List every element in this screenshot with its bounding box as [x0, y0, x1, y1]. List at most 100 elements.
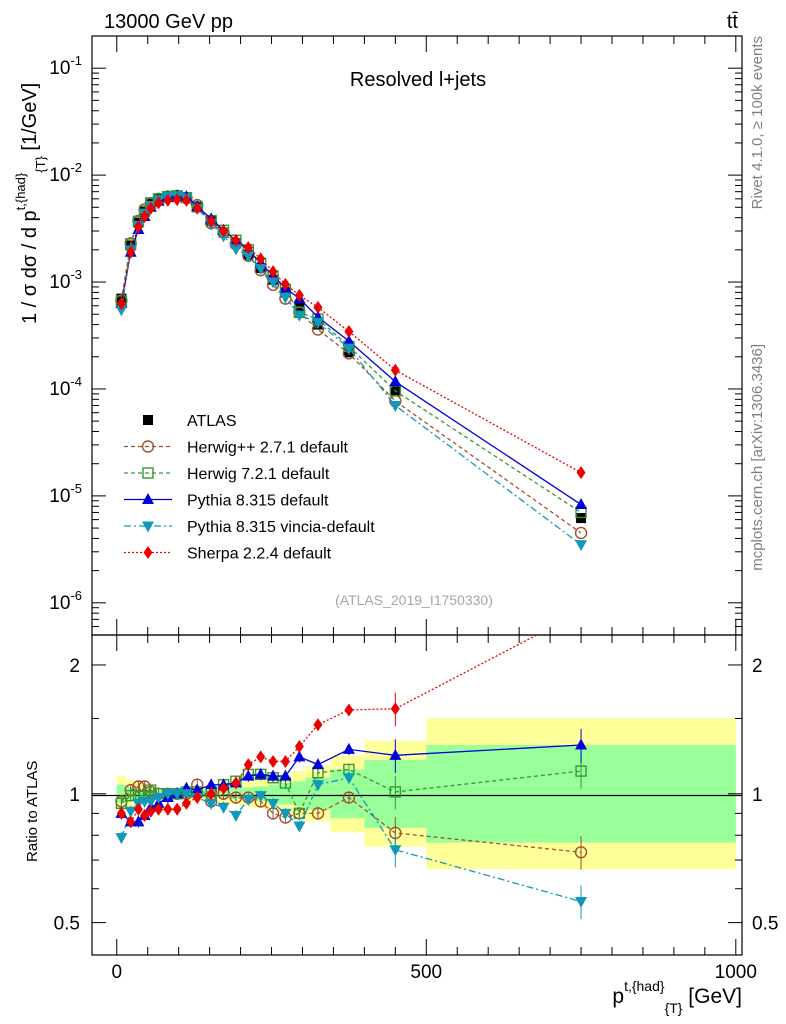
ratio-point-herwig-7-2-1-default	[124, 789, 137, 802]
header-right: tt̄	[727, 11, 739, 33]
ratio-point-sherpa-2-2-4-default	[133, 802, 143, 816]
legend-marker-atlas	[143, 415, 153, 425]
ratio-point-pythia-8-315-default	[575, 738, 588, 750]
ratio-point-herwig-7-2-1-default	[575, 765, 587, 777]
main-series	[115, 189, 588, 552]
ratio-point-pythia-8-315-vincia-default	[161, 789, 174, 801]
main-point-sherpa-2-2-4-default	[206, 214, 216, 228]
ratio-y-tick-label-right: 1	[752, 785, 763, 806]
legend-label-pythia-8-315-vincia-default: Pythia 8.315 vincia-default	[187, 519, 375, 536]
main-point-pythia-8-315-vincia-default	[342, 343, 355, 355]
ratio-point-pythia-8-315-vincia-default	[575, 897, 588, 909]
main-point-pythia-8-315-vincia-default	[115, 305, 128, 317]
legend-marker-herwig-7-2-1-default	[142, 467, 154, 479]
ratio-point-sherpa-2-2-4-default	[344, 703, 354, 717]
ratio-point-pythia-8-315-default	[389, 748, 402, 760]
ratio-point-herwig-7-2-1-default	[145, 784, 157, 796]
ratio-point-herwig-2-7-1-default	[311, 807, 325, 820]
main-point-sherpa-2-2-4-default	[154, 196, 164, 210]
ratio-point-pythia-8-315-vincia-default	[124, 806, 137, 818]
x-tick-label: 1000	[715, 962, 757, 983]
main-point-sherpa-2-2-4-default	[243, 241, 253, 255]
band-inner	[268, 784, 278, 803]
ratio-point-sherpa-2-2-4-default	[116, 806, 126, 820]
y-tick-label: 10-5	[49, 481, 82, 507]
ratio-point-pythia-8-315-default	[254, 767, 267, 779]
ratio-point-herwig-2-7-1-default	[229, 791, 243, 804]
legend-label-herwig-7-2-1-default: Herwig 7.2.1 default	[187, 466, 330, 483]
main-point-sherpa-2-2-4-default	[576, 466, 586, 480]
main-point-sherpa-2-2-4-default	[219, 224, 229, 238]
ratio-point-sherpa-2-2-4-default	[206, 787, 216, 801]
svg-text:pt,{had}{T} [GeV]: pt,{had}{T} [GeV]	[612, 978, 742, 1016]
x-tick-label: 500	[410, 962, 442, 983]
legend-label-sherpa-2-2-4-default: Sherpa 2.2.4 default	[187, 546, 332, 563]
main-point-sherpa-2-2-4-default	[133, 220, 143, 234]
ratio-point-sherpa-2-2-4-default	[140, 808, 150, 822]
main-point-pythia-8-315-default	[389, 375, 402, 387]
ratio-point-sherpa-2-2-4-default	[172, 802, 182, 816]
ratio-point-herwig-2-7-1-default	[574, 846, 588, 859]
ratio-point-sherpa-2-2-4-default	[181, 796, 191, 810]
ratio-point-pythia-8-315-vincia-default	[115, 833, 128, 845]
legend-label-atlas: ATLAS	[187, 413, 237, 430]
ratio-y-axis-title: Ratio to ATLAS	[24, 761, 41, 862]
ratio-point-pythia-8-315-vincia-default	[389, 845, 402, 857]
main-point-pythia-8-315-vincia-default	[254, 263, 267, 275]
ratio-point-sherpa-2-2-4-default	[243, 758, 253, 772]
main-point-pythia-8-315-vincia-default	[279, 292, 292, 304]
main-point-sherpa-2-2-4-default	[268, 265, 278, 279]
ratio-point-sherpa-2-2-4-default	[163, 802, 173, 816]
ratio-point-sherpa-2-2-4-default	[219, 781, 229, 795]
ratio-point-pythia-8-315-vincia-default	[205, 798, 218, 810]
main-point-sherpa-2-2-4-default	[116, 296, 126, 310]
main-point-pythia-8-315-default	[575, 498, 588, 510]
main-point-sherpa-2-2-4-default	[140, 210, 150, 224]
main-point-sherpa-2-2-4-default	[172, 193, 182, 207]
ratio-series	[115, 635, 588, 920]
ratio-point-pythia-8-315-vincia-default	[267, 798, 280, 810]
main-point-sherpa-2-2-4-default	[192, 201, 202, 215]
main-y-axis-title: 1 / σ dσ / d pt,{had}{T} [1/GeV]	[13, 83, 48, 324]
ratio-point-pythia-8-315-vincia-default	[342, 773, 355, 785]
main-point-pythia-8-315-vincia-default	[293, 310, 306, 322]
ratio-point-sherpa-2-2-4-default	[154, 802, 164, 816]
main-point-pythia-8-315-vincia-default	[242, 251, 255, 263]
ratio-y-tick-label: 1	[69, 785, 80, 806]
legend-marker-sherpa-2-2-4-default	[143, 546, 153, 559]
ratio-point-sherpa-2-2-4-default	[146, 804, 156, 818]
legend-marker-pythia-8-315-default	[142, 493, 154, 504]
main-point-pythia-8-315-vincia-default	[267, 277, 280, 289]
ratio-point-sherpa-2-2-4-default	[294, 739, 304, 753]
main-line-sherpa-2-2-4-default	[120, 198, 582, 474]
ratio-point-pythia-8-315-default	[205, 778, 218, 790]
main-point-sherpa-2-2-4-default	[294, 288, 304, 302]
ratio-point-sherpa-2-2-4-default	[192, 791, 202, 805]
y-tick-label: 10-6	[49, 588, 82, 614]
legend: ATLAS Herwig++ 2.7.1 default Herwig 7.2.1 …	[124, 413, 375, 563]
ratio-point-pythia-8-315-default	[279, 769, 292, 781]
legend-label-pythia-8-315-default: Pythia 8.315 default	[187, 493, 329, 510]
axis-ticks: 10-6 10-5 10-4 10-3 10-2 10-1 0 500 1000 0.5 0.5 1 1…	[49, 35, 778, 983]
main-line-pythia-8-315-vincia-default	[120, 195, 582, 546]
main-point-sherpa-2-2-4-default	[231, 233, 241, 247]
band-inner	[293, 781, 306, 807]
main-point-herwig-2-7-1-default	[574, 526, 588, 540]
ratio-point-sherpa-2-2-4-default	[256, 750, 266, 764]
main-point-pythia-8-315-vincia-default	[229, 244, 242, 256]
main-point-pythia-8-315-default	[342, 334, 355, 346]
panel-title: Resolved l+jets	[350, 69, 486, 91]
legend-label-herwig-2-7-1-default: Herwig++ 2.7.1 default	[187, 440, 349, 457]
ratio-line-herwig-7-2-1-default	[120, 768, 582, 815]
legend-marker-pythia-8-315-vincia-default	[142, 521, 154, 533]
main-point-pythia-8-315-vincia-default	[311, 317, 324, 329]
main-point-sherpa-2-2-4-default	[390, 363, 400, 377]
y-tick-label: 10-3	[49, 267, 82, 293]
ratio-point-pythia-8-315-default	[132, 815, 145, 827]
mcplots-label: mcplots.cern.ch [arXiv:1306.3436]	[749, 344, 766, 571]
x-axis-title: pt,{had}{T} [GeV]	[612, 978, 742, 1016]
ratio-point-pythia-8-315-vincia-default	[217, 802, 230, 814]
ratio-point-pythia-8-315-vincia-default	[242, 794, 255, 806]
ratio-point-sherpa-2-2-4-default	[280, 754, 290, 768]
